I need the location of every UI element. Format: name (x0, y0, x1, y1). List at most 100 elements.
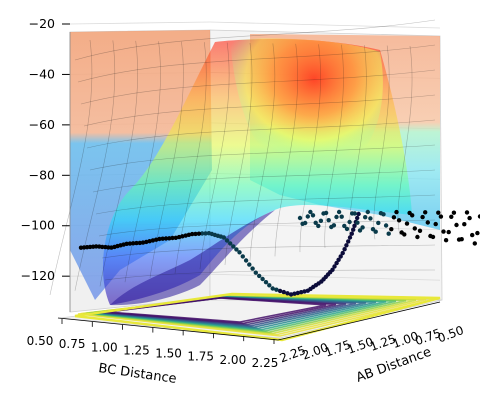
trajectory-point (360, 225, 365, 230)
trajectory-point (344, 243, 349, 248)
z-tick-label: −80 (29, 167, 55, 182)
trajectory-point (391, 215, 397, 220)
trajectory-point (274, 287, 279, 292)
mesh-line (83, 94, 436, 127)
trajectory-point (383, 223, 389, 228)
trajectory-point (425, 220, 430, 225)
mesh-line (89, 144, 436, 171)
surface-valley (110, 210, 275, 306)
mesh-line (74, 19, 436, 61)
trajectory-point (420, 214, 425, 220)
trajectory-point (475, 230, 480, 236)
trajectory-point (147, 239, 152, 244)
mesh-line (299, 44, 321, 253)
mesh-line (324, 44, 344, 248)
y-axis: 0.500.751.001.251.501.752.002.25 (278, 301, 466, 365)
trajectory-point (150, 238, 156, 243)
trajectory-point (250, 266, 255, 271)
mesh-line (199, 42, 230, 270)
trajectory-point (441, 229, 446, 234)
trajectory-point (277, 288, 283, 294)
mesh-line (274, 43, 299, 257)
trajectory-point (240, 254, 245, 259)
trajectory-point (357, 228, 363, 233)
trajectory-point (344, 226, 350, 232)
mesh-line (101, 244, 436, 259)
trajectory-point (433, 221, 438, 227)
trajectory-point (355, 215, 360, 221)
trajectory-point (305, 288, 310, 293)
trajectory-point (477, 214, 480, 219)
trajectory-point (454, 222, 459, 228)
trajectory-point (260, 276, 265, 282)
trajectory-point (373, 229, 378, 234)
z-gridline (209, 21, 441, 29)
trajectory-point (167, 236, 172, 241)
trajectory-point (297, 215, 303, 221)
trajectory-point (376, 220, 381, 226)
trajectory-point (196, 231, 202, 236)
trajectory-point (423, 210, 428, 215)
mesh-line (124, 41, 161, 283)
trajectory-point (410, 213, 415, 218)
mesh-line (349, 45, 367, 244)
trajectory-point (365, 209, 370, 215)
x-tick-label: 1.50 (155, 347, 182, 361)
trajectory-point (368, 216, 373, 221)
trajectory-point (339, 214, 344, 219)
trajectory-point (347, 235, 353, 240)
trajectory-point (308, 209, 313, 215)
trajectory-point (206, 231, 212, 236)
mesh-line (149, 41, 184, 278)
mesh-line (373, 45, 390, 240)
trajectory-point (351, 227, 356, 232)
trajectory-point (412, 226, 417, 231)
trajectory-point (340, 250, 345, 256)
surface-peak (230, 38, 383, 175)
x-tick-label: 1.75 (187, 350, 214, 364)
trajectory-point (451, 210, 457, 215)
trajectory-point (472, 241, 477, 246)
trajectory-point (288, 292, 294, 297)
trajectory-point (462, 222, 467, 227)
mesh-line (174, 42, 207, 274)
trajectory-point (247, 262, 252, 267)
mesh-line (74, 40, 116, 291)
trajectory-point (140, 240, 146, 245)
trajectory-point (228, 241, 233, 246)
trajectory-point (310, 213, 316, 218)
trajectory-point (267, 283, 272, 288)
mesh-line (104, 269, 436, 281)
z-tick-label: −40 (29, 66, 55, 81)
trajectory-point (352, 211, 357, 216)
trajectory-point (263, 280, 269, 285)
trajectory-point (173, 235, 178, 240)
trajectory-point (470, 232, 475, 238)
trajectory-point (302, 289, 307, 294)
floor-contours (74, 292, 441, 342)
trajectory-point (160, 236, 165, 241)
z-tick-label: −20 (29, 16, 55, 31)
trajectory-point (203, 231, 208, 236)
trajectory-point (336, 257, 341, 262)
trajectory-point (346, 239, 351, 244)
trajectory-point (154, 237, 159, 242)
z-tick-label: −60 (29, 117, 55, 132)
trajectory-point (303, 220, 308, 226)
mesh-line (95, 194, 436, 215)
trajectory-point (342, 223, 347, 229)
trajectory-point (137, 240, 142, 246)
trajectory-point (389, 227, 394, 232)
trajectory-point (331, 223, 337, 228)
mesh-line (98, 219, 436, 237)
mesh-line (86, 119, 436, 149)
trajectory-point (131, 241, 136, 246)
trajectory-point (176, 234, 182, 240)
trajectory-point (180, 234, 185, 239)
trajectory-point (381, 212, 386, 217)
trajectory-point (193, 231, 198, 237)
trajectory-point (446, 229, 451, 235)
x-tick-label: 1.25 (123, 343, 150, 357)
trajectory-point (253, 270, 258, 275)
trajectory-point (295, 290, 300, 296)
